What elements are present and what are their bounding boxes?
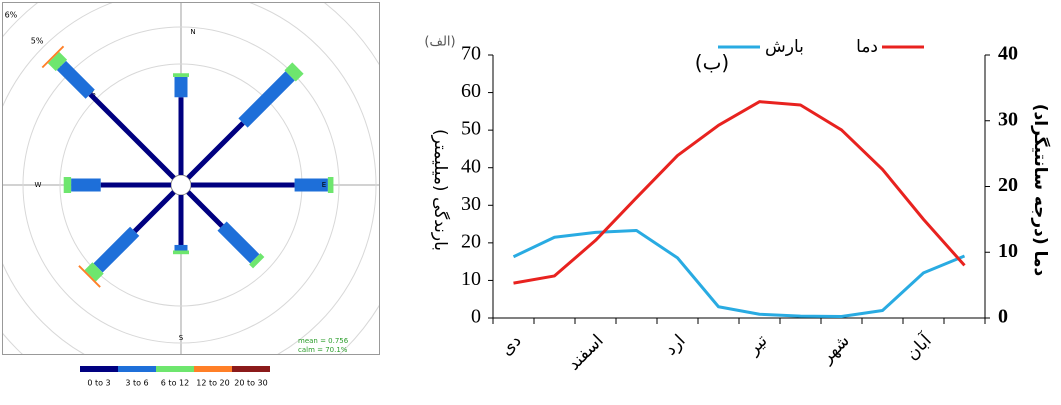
legend-label: 20 to 30 — [234, 379, 267, 388]
x-tick-label: دی — [497, 331, 526, 360]
ring-label: 5% — [31, 37, 44, 46]
rose-segment — [186, 121, 245, 180]
chart-title: (ب) — [695, 51, 729, 75]
x-tick-label: شهر — [816, 331, 853, 368]
rose-segment — [294, 178, 328, 192]
direction-label: S — [179, 334, 184, 342]
rose-segment — [56, 60, 95, 99]
y-tick-label: 30 — [461, 193, 481, 215]
rose-segment — [327, 177, 334, 193]
y-tick-label: 0 — [471, 306, 481, 328]
direction-label: W — [35, 181, 42, 189]
legend-label: 0 to 3 — [87, 379, 110, 388]
y2-tick-label: 30 — [998, 108, 1018, 130]
y2-tick-label: 10 — [998, 240, 1018, 262]
x-tick-label: اسفند — [564, 331, 608, 375]
x-tick-label: تیر — [743, 331, 772, 360]
rose-segment — [249, 253, 265, 269]
legend-swatch — [194, 366, 232, 372]
rose-segment — [173, 250, 189, 255]
rose-segment — [41, 45, 65, 69]
ring — [3, 3, 377, 354]
rose-segment — [191, 182, 295, 188]
legend-label: 6 to 12 — [161, 379, 189, 388]
series-line — [513, 100, 966, 285]
rose-segment — [132, 190, 176, 234]
annotation: calm = 70.1% — [298, 346, 348, 354]
rose-segment — [63, 177, 72, 193]
rose-segment — [174, 76, 188, 98]
series-line — [512, 228, 966, 318]
rose-segment — [284, 62, 304, 82]
legend-swatch — [232, 366, 270, 372]
rose-segment — [88, 92, 176, 180]
legend-label: 12 to 20 — [196, 379, 229, 388]
rose-segment — [178, 195, 184, 245]
y-tick-label: 50 — [461, 118, 481, 140]
legend-label: دما — [856, 37, 878, 57]
rose-segment — [238, 71, 295, 128]
rose-segment — [178, 97, 184, 175]
y2-tick-label: 20 — [998, 174, 1018, 196]
panel-label: (الف) — [424, 35, 455, 50]
rose-segment — [71, 178, 101, 192]
ring-label: 6% — [5, 10, 18, 19]
x-tick-label: آبان — [901, 329, 937, 365]
direction-label: E — [322, 181, 326, 189]
rose-segment — [84, 262, 104, 282]
ring — [22, 26, 340, 344]
y-axis-title: بارندگی (میلیمتر) — [430, 129, 451, 251]
legend-swatch — [80, 366, 118, 372]
y-tick-label: 60 — [461, 80, 481, 102]
rose-segment — [217, 221, 260, 264]
legend-label: 3 to 6 — [125, 379, 148, 388]
y-tick-label: 10 — [461, 268, 481, 290]
rose-segment — [186, 190, 224, 228]
y-tick-label: 40 — [461, 155, 481, 177]
legend-label: بارش — [765, 37, 804, 57]
y-tick-label: 20 — [461, 230, 481, 252]
legend-swatch — [156, 366, 194, 372]
rose-segment — [41, 45, 63, 67]
rose-segment — [100, 182, 171, 188]
rose-segment — [173, 73, 189, 77]
annotation: mean = 0.756 — [298, 337, 349, 345]
direction-label: N — [190, 28, 195, 36]
y2-tick-label: 40 — [998, 43, 1018, 65]
rose-segment — [47, 51, 68, 72]
rose-segment — [174, 244, 188, 251]
legend-swatch — [118, 366, 156, 372]
y2-axis-title: دما (درجه سانتیگراد) — [1030, 104, 1051, 277]
y2-tick-label: 0 — [998, 306, 1008, 328]
x-tick-label: ارد — [661, 331, 690, 360]
rose-segment — [78, 265, 101, 288]
calm-circle — [170, 174, 192, 196]
y-tick-label: 70 — [461, 43, 481, 65]
rose-segment — [93, 226, 140, 273]
